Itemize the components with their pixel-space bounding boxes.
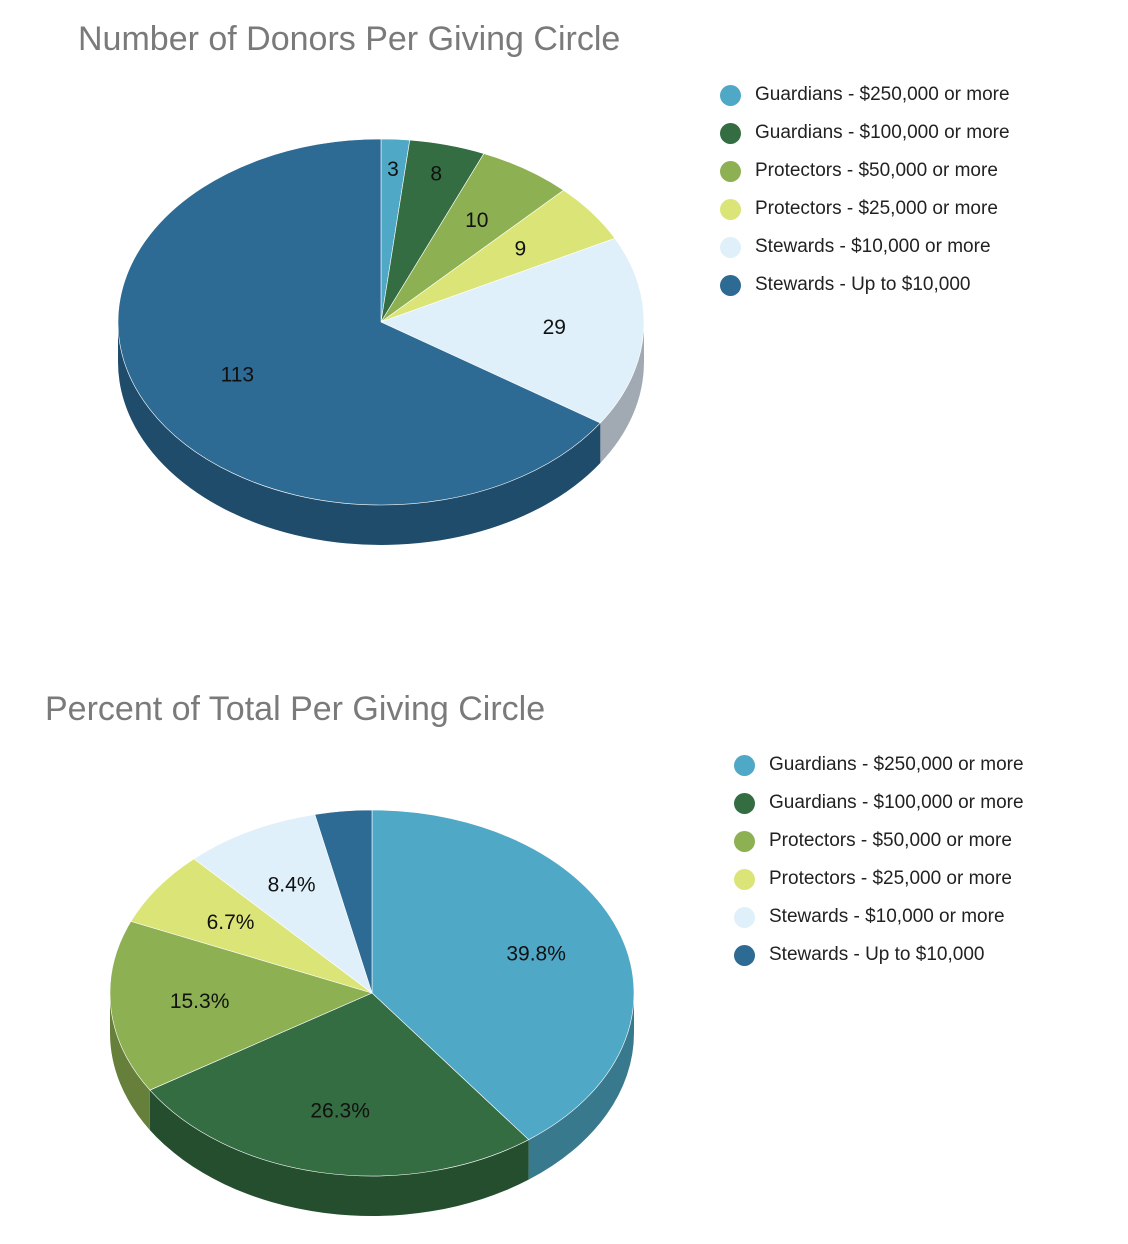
percent-side-protectors-50-000-or-more [110, 993, 150, 1131]
percent-slice-protectors-50-000-or-more [109, 921, 373, 1091]
legend-swatch-icon [720, 122, 741, 144]
donors-label-guardians-250-000-or-more: 3 [387, 158, 399, 181]
legend-label: Stewards - Up to $10,000 [769, 944, 985, 965]
percent-legend-item-protectors-50-000-or-more[interactable]: Protectors - $50,000 or more [734, 822, 1024, 860]
donors-slice-stewards-up-to-10-000 [117, 138, 601, 506]
percent-slice-stewards-up-to-10-000 [314, 809, 373, 994]
legend-label: Guardians - $250,000 or more [755, 84, 1010, 105]
donors-label-protectors-25-000-or-more: 9 [514, 237, 526, 260]
legend-swatch-icon [720, 274, 741, 296]
percent-label-protectors-50-000-or-more: 15.3% [170, 990, 230, 1013]
legend-label: Stewards - Up to $10,000 [755, 274, 971, 295]
legend-label: Protectors - $50,000 or more [755, 160, 998, 181]
percent-slice-stewards-10-000-or-more [193, 814, 373, 994]
chart-title-donors: Number of Donors Per Giving Circle [78, 20, 621, 58]
donors-label-stewards-up-to-10-000: 113 [221, 363, 254, 386]
legend-swatch-icon [734, 906, 755, 928]
legend-swatch-icon [720, 160, 741, 182]
percent-legend-item-protectors-25-000-or-more[interactable]: Protectors - $25,000 or more [734, 860, 1024, 898]
legend-label: Protectors - $25,000 or more [755, 198, 998, 219]
legend-swatch-icon [720, 236, 741, 258]
legend-label: Protectors - $25,000 or more [769, 868, 1012, 889]
donors-legend-item-protectors-50-000-or-more[interactable]: Protectors - $50,000 or more [720, 152, 1010, 190]
legend-label: Guardians - $100,000 or more [755, 122, 1010, 143]
legend-swatch-icon [734, 830, 755, 852]
legend-swatch-icon [720, 198, 741, 220]
legend-label: Stewards - $10,000 or more [755, 236, 991, 257]
percent-legend-item-stewards-10-000-or-more[interactable]: Stewards - $10,000 or more [734, 898, 1024, 936]
chart-title-percent: Percent of Total Per Giving Circle [45, 690, 546, 728]
legend-swatch-icon [734, 792, 755, 814]
percent-slice-protectors-25-000-or-more [130, 858, 373, 994]
legend-swatch-icon [734, 944, 755, 966]
donors-legend-item-guardians-250-000-or-more[interactable]: Guardians - $250,000 or more [720, 76, 1010, 114]
donors-legend-item-guardians-100-000-or-more[interactable]: Guardians - $100,000 or more [720, 114, 1010, 152]
percent-slice-guardians-100-000-or-more [149, 992, 530, 1177]
legend-label: Protectors - $50,000 or more [769, 830, 1012, 851]
donors-label-stewards-10-000-or-more: 29 [543, 316, 566, 339]
percent-side-guardians-250-000-or-more [528, 993, 634, 1180]
donors-legend-item-protectors-25-000-or-more[interactable]: Protectors - $25,000 or more [720, 190, 1010, 228]
percent-legend-item-stewards-up-to-10-000[interactable]: Stewards - Up to $10,000 [734, 936, 1024, 974]
legend-swatch-icon [734, 868, 755, 890]
percent-legend-item-guardians-250-000-or-more[interactable]: Guardians - $250,000 or more [734, 746, 1024, 784]
percent-legend-item-guardians-100-000-or-more[interactable]: Guardians - $100,000 or more [734, 784, 1024, 822]
legend-label: Guardians - $100,000 or more [769, 792, 1024, 813]
donors-label-guardians-100-000-or-more: 8 [430, 163, 442, 186]
legend-label: Guardians - $250,000 or more [769, 754, 1024, 775]
percent-slice-guardians-250-000-or-more [371, 809, 635, 1141]
donors-legend-item-stewards-up-to-10-000[interactable]: Stewards - Up to $10,000 [720, 266, 1010, 304]
pie-chart-percent: 39.8% 26.3% 15.3% 6.7% 8.4% [109, 809, 635, 1216]
donors-side-stewards-up-to-10-000 [118, 322, 601, 545]
donors-legend-item-stewards-10-000-or-more[interactable]: Stewards - $10,000 or more [720, 228, 1010, 266]
legend-swatch-icon [734, 754, 755, 776]
legend-label: Stewards - $10,000 or more [769, 906, 1005, 927]
legend-swatch-icon [720, 84, 741, 106]
donors-slice-stewards-10-000-or-more [380, 237, 645, 424]
legend-donors: Guardians - $250,000 or more Guardians - … [720, 76, 1010, 304]
percent-label-stewards-10-000-or-more: 8.4% [268, 874, 316, 897]
donors-label-protectors-50-000-or-more: 10 [465, 209, 488, 232]
percent-label-guardians-250-000-or-more: 39.8% [506, 943, 566, 966]
percent-label-protectors-25-000-or-more: 6.7% [207, 911, 255, 934]
pie-chart-donors: 3 8 10 9 29 113 [117, 138, 645, 545]
legend-percent: Guardians - $250,000 or more Guardians - … [734, 746, 1024, 974]
percent-label-guardians-100-000-or-more: 26.3% [310, 1099, 370, 1122]
donors-side-stewards-10-000-or-more [600, 322, 644, 463]
percent-side-guardians-100-000-or-more [149, 1090, 529, 1216]
